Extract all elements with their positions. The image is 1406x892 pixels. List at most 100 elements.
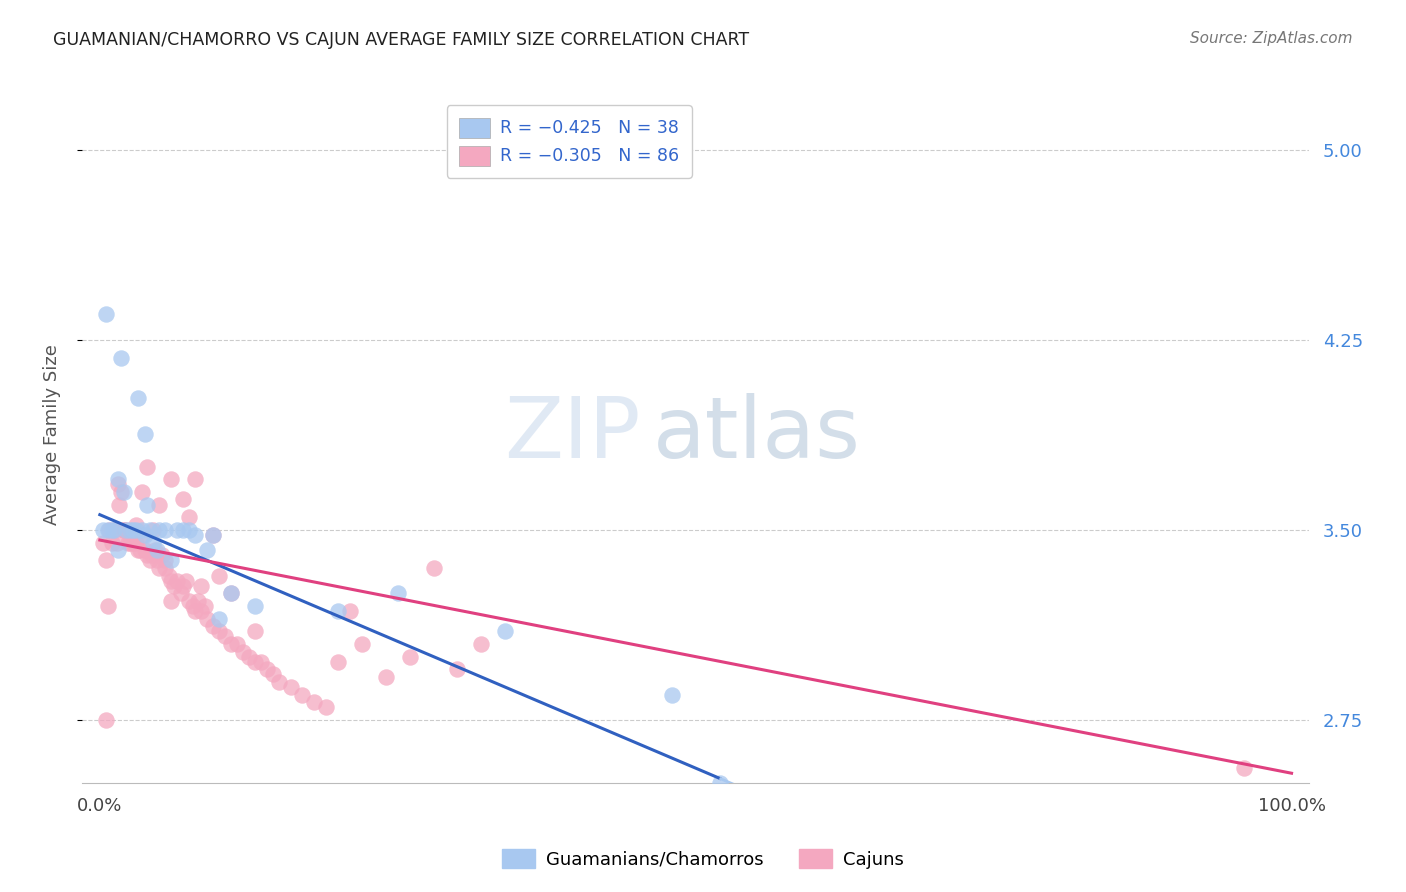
Text: Source: ZipAtlas.com: Source: ZipAtlas.com xyxy=(1189,31,1353,46)
Point xyxy=(709,776,731,790)
Point xyxy=(124,535,146,549)
Point xyxy=(141,548,163,562)
Point xyxy=(160,553,183,567)
Point xyxy=(160,574,183,588)
Point xyxy=(190,604,212,618)
Point xyxy=(208,624,231,639)
Point xyxy=(267,675,290,690)
Point xyxy=(124,517,146,532)
Point xyxy=(122,535,145,549)
Point xyxy=(350,637,373,651)
Point xyxy=(94,308,117,322)
Point xyxy=(494,624,516,639)
Point xyxy=(219,637,242,651)
Point xyxy=(280,680,302,694)
Point xyxy=(387,586,409,600)
Point xyxy=(179,523,201,537)
Point xyxy=(136,498,159,512)
Point xyxy=(179,510,201,524)
Point xyxy=(134,528,156,542)
Point xyxy=(148,561,170,575)
Point xyxy=(1233,761,1256,775)
Point xyxy=(136,548,159,562)
Point xyxy=(107,543,129,558)
Point xyxy=(155,553,177,567)
Legend: Guamanians/Chamorros, Cajuns: Guamanians/Chamorros, Cajuns xyxy=(495,842,911,876)
Point xyxy=(112,523,135,537)
Point xyxy=(112,523,135,537)
Point xyxy=(194,599,217,613)
Point xyxy=(110,351,132,365)
Point xyxy=(108,498,131,512)
Point xyxy=(243,624,266,639)
Point xyxy=(315,700,337,714)
Legend: R = −0.425   N = 38, R = −0.305   N = 86: R = −0.425 N = 38, R = −0.305 N = 86 xyxy=(447,105,692,178)
Point xyxy=(470,637,492,651)
Point xyxy=(163,579,186,593)
Point xyxy=(184,528,207,542)
Point xyxy=(94,553,117,567)
Point xyxy=(328,604,350,618)
Point xyxy=(172,579,194,593)
Point xyxy=(127,543,149,558)
Point xyxy=(146,553,169,567)
Point xyxy=(184,472,207,486)
Point xyxy=(94,713,117,727)
Point xyxy=(155,561,177,575)
Point xyxy=(243,599,266,613)
Point xyxy=(139,523,162,537)
Point xyxy=(118,523,141,537)
Point xyxy=(202,619,225,633)
Point xyxy=(181,599,204,613)
Point xyxy=(256,662,278,676)
Point xyxy=(243,655,266,669)
Point xyxy=(107,477,129,491)
Point xyxy=(157,568,180,582)
Point xyxy=(225,637,247,651)
Point xyxy=(195,612,218,626)
Point xyxy=(202,528,225,542)
Point xyxy=(339,604,361,618)
Point xyxy=(238,649,260,664)
Point xyxy=(107,472,129,486)
Point xyxy=(661,688,683,702)
Point xyxy=(160,594,183,608)
Point xyxy=(172,492,194,507)
Point xyxy=(122,523,145,537)
Point xyxy=(374,670,396,684)
Point xyxy=(136,459,159,474)
Point xyxy=(132,528,155,542)
Point xyxy=(131,523,153,537)
Point xyxy=(118,535,141,549)
Point xyxy=(155,523,177,537)
Point xyxy=(134,426,156,441)
Point xyxy=(142,523,165,537)
Point xyxy=(328,655,350,669)
Point xyxy=(187,594,209,608)
Point xyxy=(202,528,225,542)
Point xyxy=(174,574,197,588)
Point xyxy=(131,484,153,499)
Point xyxy=(115,523,138,537)
Point xyxy=(219,586,242,600)
Point xyxy=(148,523,170,537)
Point xyxy=(124,523,146,537)
Point xyxy=(232,644,254,658)
Point xyxy=(129,543,152,558)
Point xyxy=(127,391,149,405)
Point xyxy=(291,688,314,702)
Point xyxy=(142,535,165,549)
Point xyxy=(166,574,188,588)
Point xyxy=(219,586,242,600)
Point xyxy=(398,649,420,664)
Point xyxy=(120,528,142,542)
Point xyxy=(103,523,125,537)
Point xyxy=(117,535,139,549)
Point xyxy=(97,599,120,613)
Point xyxy=(112,484,135,499)
Point xyxy=(148,498,170,512)
Point xyxy=(172,523,194,537)
Point xyxy=(195,543,218,558)
Point xyxy=(184,604,207,618)
Point xyxy=(97,523,120,537)
